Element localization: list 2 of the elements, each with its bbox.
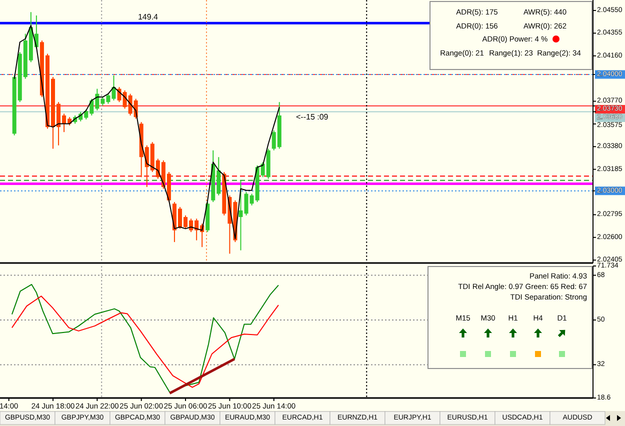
annotation: <--15 :09	[296, 112, 329, 122]
annotation: 149.4	[138, 12, 159, 22]
